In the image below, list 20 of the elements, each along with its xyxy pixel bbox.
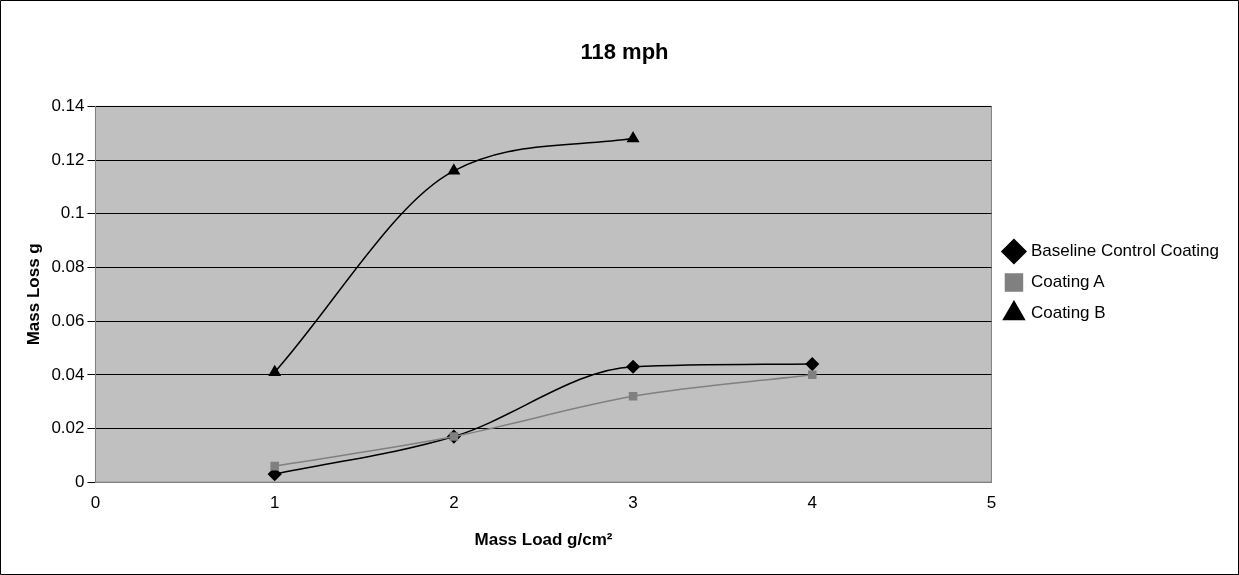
y-tick-label: 0.04 xyxy=(51,364,85,384)
legend-label: Baseline Control Coating xyxy=(1030,241,1220,261)
y-tick-label: 0.08 xyxy=(51,257,85,277)
y-tick-label: 0.06 xyxy=(51,310,85,330)
x-axis-title: Mass Load g/cm² xyxy=(474,530,613,550)
x-tick-label: 0 xyxy=(90,493,101,513)
legend-label: Coating B xyxy=(1030,303,1106,323)
x-tick-label: 1 xyxy=(269,493,280,513)
y-tick-label: 0 xyxy=(75,471,85,491)
x-tick-label: 2 xyxy=(449,493,459,513)
x-tick-label: 5 xyxy=(986,493,997,513)
x-tick-label: 3 xyxy=(628,493,638,513)
x-tick-label: 4 xyxy=(807,493,817,513)
y-tick-label: 0.12 xyxy=(51,149,85,169)
y-tick-label: 0.02 xyxy=(51,418,85,438)
y-tick-label: 0.1 xyxy=(60,203,85,223)
y-tick-label: 0.14 xyxy=(51,96,85,116)
legend-label: Coating A xyxy=(1030,272,1106,292)
chart-title: 118 mph xyxy=(580,39,669,65)
y-axis-title: Mass Loss g xyxy=(23,243,43,346)
